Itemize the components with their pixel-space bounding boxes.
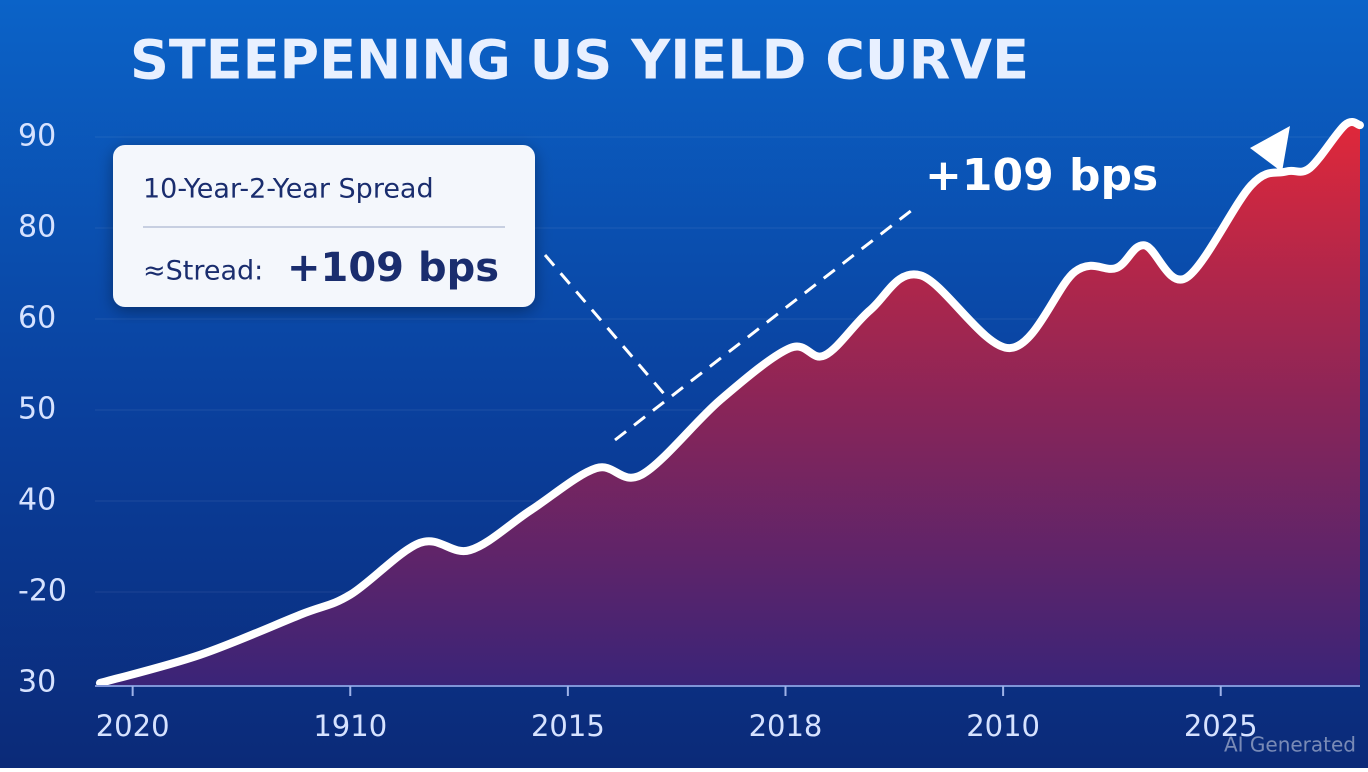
y-tick-label: 40 bbox=[18, 483, 56, 518]
y-tick-label: -20 bbox=[18, 574, 67, 609]
line bbox=[96, 118, 1364, 687]
y-tick-label: 60 bbox=[18, 301, 56, 336]
callout-box bbox=[113, 145, 535, 307]
callout-label: ≈Stread: bbox=[143, 256, 263, 287]
y-tick-label: 80 bbox=[18, 210, 56, 245]
x-tick-label: 2015 bbox=[531, 709, 605, 743]
chart-title: STEEPENING US YIELD CURVE bbox=[130, 29, 1029, 92]
x-tick-label: 2010 bbox=[966, 709, 1040, 743]
x-tick-label: 2018 bbox=[749, 709, 823, 743]
x-tick-label: 2025 bbox=[1184, 709, 1258, 743]
area bbox=[100, 122, 1360, 687]
x-tick-label: 2020 bbox=[96, 709, 170, 743]
arrow-head bbox=[1250, 126, 1290, 172]
dashed-pointer bbox=[543, 254, 667, 396]
annotation: +109 bps bbox=[925, 150, 1158, 201]
y-tick-label: 90 bbox=[18, 119, 56, 154]
y-tick-label: 50 bbox=[18, 392, 56, 427]
dashed-pointer bbox=[614, 208, 913, 442]
y-tick-label: 30 bbox=[18, 665, 56, 700]
x-tick-label: 1910 bbox=[313, 709, 387, 743]
watermark: AI Generated bbox=[1224, 733, 1356, 757]
callout-value: +109 bps bbox=[287, 245, 499, 291]
callout-title: 10-Year-2-Year Spread bbox=[143, 174, 434, 205]
